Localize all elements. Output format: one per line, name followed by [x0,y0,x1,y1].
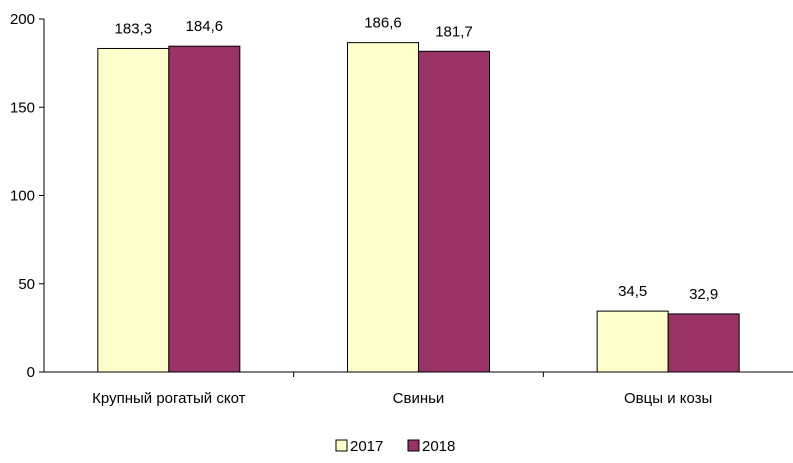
data-label: 183,3 [115,20,153,37]
data-label: 34,5 [618,283,647,300]
x-tick-label: Свиньи [393,390,445,407]
y-tick-label: 150 [10,99,35,116]
legend: 2017 2018 [335,438,455,455]
bar-2017 [596,310,669,373]
legend-swatch-2017 [335,439,348,452]
legend-swatch-2018 [407,439,420,452]
bar-2018 [168,45,241,373]
data-label: 186,6 [364,15,402,32]
data-label: 184,6 [186,18,224,35]
x-axis: Крупный рогатый скот Свиньи Овцы и козы [44,371,793,407]
x-tick-label: Крупный рогатый скот [92,390,245,407]
y-tick-label: 100 [10,188,35,205]
data-labels: 183,3 184,6 186,6 181,7 34,5 32,9 [115,15,719,303]
legend-label: 2018 [422,438,455,455]
bar-2018 [667,313,740,373]
y-tick-label: 50 [18,276,35,293]
y-tick-label: 0 [27,364,35,381]
y-tick-label: 200 [10,11,35,28]
legend-label: 2017 [350,438,383,455]
x-tick-label: Овцы и козы [624,390,712,407]
bar-2017 [97,47,170,373]
y-axis: 0 50 100 150 200 [10,11,45,381]
data-label: 32,9 [689,286,718,303]
bar-2017 [347,42,419,373]
data-label: 181,7 [435,23,473,40]
bar-2018 [418,50,490,373]
bars [97,42,740,373]
